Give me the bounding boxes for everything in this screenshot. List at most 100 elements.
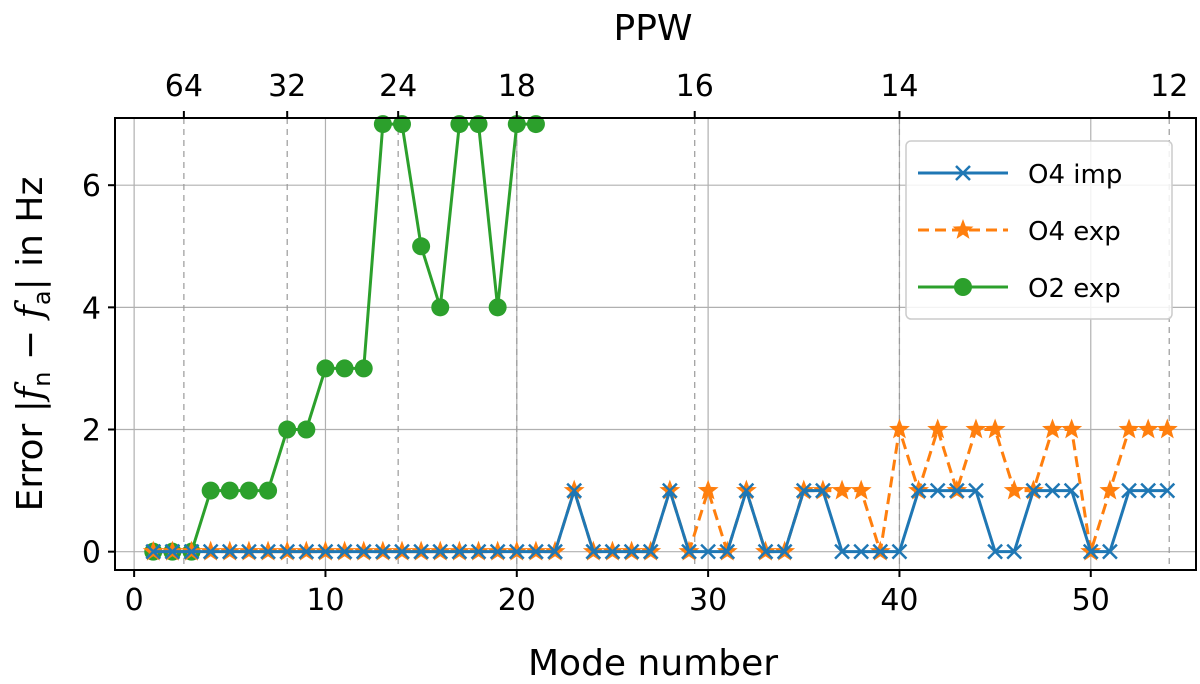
data-point	[507, 115, 526, 134]
data-point	[145, 543, 162, 560]
top-tick-label: 14	[880, 69, 918, 104]
top-tick-label: 16	[676, 69, 714, 104]
data-point	[183, 543, 200, 560]
plot-frame	[114, 117, 1197, 571]
data-point	[335, 359, 354, 378]
series-line	[153, 489, 1168, 554]
data-point	[373, 115, 392, 134]
data-point	[965, 418, 987, 439]
data-point	[355, 543, 372, 560]
x-axis-title: Mode number	[528, 643, 778, 684]
data-point	[831, 479, 853, 500]
data-point	[1063, 482, 1080, 499]
legend-label: O4 exp	[1028, 217, 1121, 247]
legend: O4 imp O4 exp O2 exp	[905, 140, 1173, 320]
top-tick-label: 12	[1150, 69, 1188, 104]
data-point	[317, 543, 334, 560]
legend-marker	[955, 165, 971, 181]
data-point	[987, 543, 1003, 560]
legend-box	[905, 140, 1173, 320]
data-point	[681, 543, 697, 560]
top-tick-label: 18	[498, 69, 536, 104]
legend-label: O2 exp	[1028, 274, 1121, 304]
legend-marker	[952, 219, 974, 239]
data-point	[697, 479, 719, 500]
data-point	[336, 543, 353, 560]
data-point	[241, 543, 257, 560]
data-point	[394, 543, 410, 560]
data-point	[719, 543, 736, 560]
y-axis-title-fa-sub: a	[28, 290, 56, 305]
data-point	[604, 543, 621, 560]
data-point	[470, 543, 487, 560]
data-point	[259, 481, 278, 500]
data-point	[1006, 543, 1023, 560]
data-point	[927, 418, 949, 439]
data-point	[374, 543, 391, 560]
x-tick-label: 50	[1072, 583, 1110, 618]
data-point	[469, 115, 488, 134]
data-point	[1003, 479, 1025, 500]
data-point	[1140, 482, 1157, 499]
data-point	[929, 482, 946, 499]
top-tick-label: 64	[165, 69, 203, 104]
legend-label: O4 imp	[1028, 160, 1122, 190]
data-point	[888, 418, 910, 439]
data-point	[164, 543, 181, 560]
top-axis-title: PPW	[613, 8, 692, 49]
data-point	[354, 359, 373, 378]
data-point	[1025, 482, 1042, 499]
data-point	[412, 237, 431, 256]
data-point	[623, 543, 640, 560]
data-point	[278, 420, 297, 439]
data-point	[872, 543, 889, 560]
data-point	[661, 482, 678, 499]
data-point	[853, 543, 870, 560]
data-point	[1099, 479, 1121, 500]
x-tick-label: 30	[689, 583, 727, 618]
data-point	[413, 543, 430, 560]
data-point	[201, 481, 220, 500]
y-axis-title: Error |fn − fa| in Hz	[10, 177, 56, 512]
data-point	[1061, 418, 1083, 439]
y-tick-label: 0	[82, 536, 101, 571]
data-point	[392, 115, 411, 134]
data-point	[316, 359, 335, 378]
data-point	[488, 298, 507, 317]
x-tick-label: 40	[880, 583, 918, 618]
series-layer	[142, 115, 1178, 561]
data-point	[834, 543, 850, 560]
x-tick-label: 20	[498, 583, 536, 618]
data-point	[1082, 543, 1099, 560]
data-point	[850, 479, 872, 500]
data-point	[1156, 418, 1178, 439]
data-point	[984, 418, 1006, 439]
data-point	[795, 482, 812, 499]
y-axis-title-suffix: | in Hz	[10, 177, 51, 291]
series-o4-exp	[142, 418, 1178, 561]
data-point	[260, 543, 276, 560]
data-point	[431, 298, 450, 317]
data-point	[526, 115, 545, 134]
data-point	[1137, 418, 1159, 439]
data-point	[738, 482, 755, 499]
data-point	[220, 481, 239, 500]
y-tick-label: 4	[82, 291, 101, 326]
y-tick-label: 6	[82, 169, 101, 204]
data-point	[585, 543, 602, 560]
x-tick-label: 0	[125, 583, 144, 618]
data-point	[508, 543, 525, 560]
data-point	[1102, 543, 1118, 560]
data-point	[202, 543, 219, 560]
data-point	[1121, 482, 1137, 499]
top-tick-label: 32	[268, 69, 306, 104]
data-point	[968, 482, 984, 499]
y-axis-title-minus: −	[10, 318, 51, 371]
data-point	[547, 543, 563, 560]
data-point	[450, 115, 469, 134]
data-point	[221, 543, 238, 560]
top-tick-label: 24	[379, 69, 417, 104]
x-tick-label: 10	[306, 583, 344, 618]
